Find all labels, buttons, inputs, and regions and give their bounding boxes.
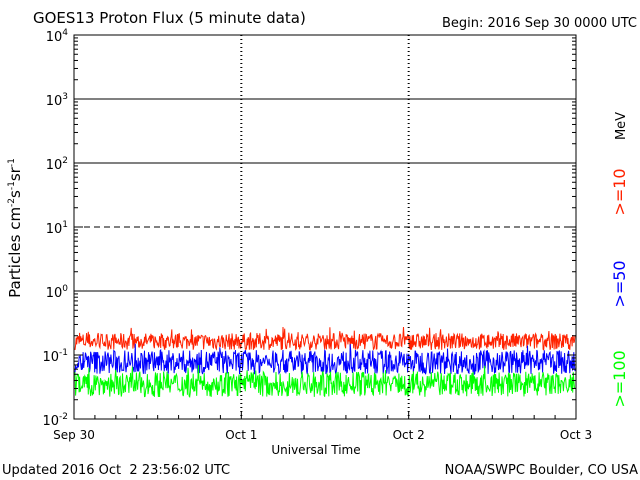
y-tick-label: 10-1 <box>42 348 68 365</box>
y-axis-label: Particles cm-2s-1sr-1 <box>6 158 24 298</box>
begin-time: Begin: 2016 Sep 30 0000 UTC <box>442 16 637 31</box>
chart-title: GOES13 Proton Flux (5 minute data) <box>33 9 306 27</box>
x-tick-label: Sep 30 <box>53 428 95 442</box>
legend-label-3: >=100 <box>610 350 629 407</box>
y-tick-label: 102 <box>46 156 68 173</box>
series-line-2 <box>74 343 576 376</box>
source-credit: NOAA/SWPC Boulder, CO USA <box>445 463 638 478</box>
series-layer <box>74 326 576 398</box>
legend-unit: MeV <box>614 112 629 140</box>
x-tick-label: Oct 1 <box>225 428 257 442</box>
x-axis: Sep 30 Oct 1 Oct 2 Oct 3 <box>53 411 592 442</box>
series-line-1 <box>74 326 576 352</box>
x-tick-label: Oct 2 <box>393 428 425 442</box>
x-axis-label: Universal Time <box>271 443 360 457</box>
legend-label-1: >=10 <box>610 168 629 215</box>
y-tick-label: 101 <box>46 220 68 237</box>
updated-time: Updated 2016 Oct 2 23:56:02 UTC <box>2 463 230 478</box>
y-tick-label: 10-2 <box>42 412 68 429</box>
y-tick-label: 103 <box>46 92 68 109</box>
legend-label-2: >=50 <box>610 260 629 307</box>
grid-layer <box>74 35 576 419</box>
series-line-3 <box>74 364 576 398</box>
y-tick-label: 100 <box>46 284 69 301</box>
legend: >=10 >=50 >=100 MeV <box>610 112 629 408</box>
y-axis: 10-2 10-1 100 101 102 103 104 <box>42 28 576 429</box>
y-tick-label: 104 <box>46 28 69 45</box>
x-tick-label: Oct 3 <box>560 428 592 442</box>
